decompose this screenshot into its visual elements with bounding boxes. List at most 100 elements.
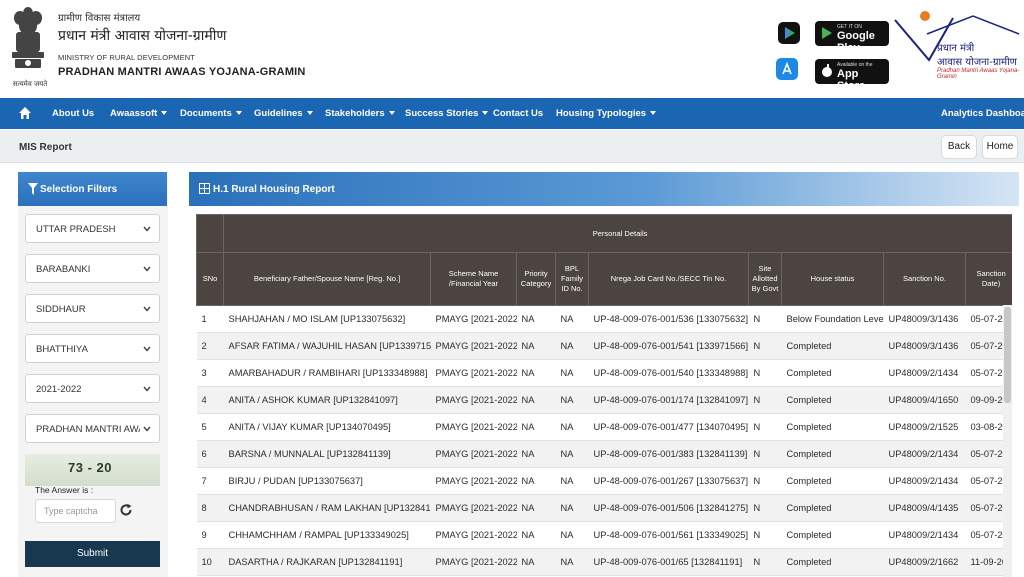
table-cell: UP-48-009-076-001/477 [134070495]	[588, 413, 749, 441]
chevron-down-icon	[143, 266, 151, 272]
table-cell: Completed	[781, 521, 884, 549]
block-select[interactable]: SIDDHAUR	[25, 294, 160, 323]
table-row: 6 BARSNA / MUNNALAL [UP132841139] PMAYG [2…	[196, 440, 1012, 468]
column-header: House status	[781, 252, 884, 306]
table-scrollbar[interactable]	[1003, 305, 1012, 577]
nav-awaassoft[interactable]: Awaassoft	[110, 108, 168, 119]
chevron-down-icon	[650, 111, 657, 116]
group-header-personal-details: Personal Details	[222, 214, 1012, 253]
table-cell: PMAYG [2021-2022]	[430, 305, 517, 333]
table-cell: PMAYG [2021-2022]	[430, 521, 517, 549]
table-cell: 4	[196, 386, 224, 414]
captcha-image: 73 - 20	[25, 454, 160, 486]
table-cell: UP48009/2/1434	[883, 440, 966, 468]
scheme-select[interactable]: PRADHAN MANTRI AWAAS YOJANA	[25, 414, 160, 443]
table-cell: NA	[555, 548, 589, 576]
google-play-icon[interactable]	[778, 22, 800, 44]
table-cell: BARSNA / MUNNALAL [UP132841139]	[223, 440, 431, 468]
village-select[interactable]: BHATTHIYA	[25, 334, 160, 363]
table-cell: 5	[196, 413, 224, 441]
rural-housing-table: Personal Details SNo Beneficiary Father/S…	[196, 214, 1012, 576]
district-select[interactable]: BARABANKI	[25, 254, 160, 283]
nav-housing-typologies[interactable]: Housing Typologies	[556, 108, 657, 119]
table-row: 4 ANITA / ASHOK KUMAR [UP132841097] PMAYG …	[196, 386, 1012, 414]
table-cell: 6	[196, 440, 224, 468]
table-cell: NA	[516, 548, 556, 576]
column-header: Priority Category	[516, 252, 556, 306]
state-select[interactable]: UTTAR PRADESH	[25, 214, 160, 243]
table-cell: Completed	[781, 548, 884, 576]
chevron-down-icon	[306, 111, 313, 116]
table-cell: 9	[196, 521, 224, 549]
table-cell: ANITA / VIJAY KUMAR [UP134070495]	[223, 413, 431, 441]
submit-button[interactable]: Submit	[25, 541, 160, 567]
table-cell: N	[748, 305, 782, 333]
app-store-icon[interactable]	[776, 58, 798, 80]
emblem-motto: सत्यमेव जयते	[12, 80, 48, 88]
financial-year-select[interactable]: 2021-2022	[25, 374, 160, 403]
table-cell: NA	[516, 440, 556, 468]
app-store-badge[interactable]: Available on the App Store	[815, 59, 889, 92]
table-cell: 3	[196, 359, 224, 387]
table-cell: NA	[555, 386, 589, 414]
nav-about-us[interactable]: About Us	[52, 108, 95, 119]
nav-stakeholders[interactable]: Stakeholders	[325, 108, 395, 119]
site-header: सत्यमेव जयते ग्रामीण विकास मंत्रालय प्रध…	[0, 0, 1024, 98]
table-cell: SHAHJAHAN / MO ISLAM [UP133075632]	[223, 305, 431, 333]
chevron-down-icon	[143, 426, 151, 432]
home-icon[interactable]	[18, 106, 32, 120]
chevron-down-icon	[143, 386, 151, 392]
table-cell: NA	[516, 386, 556, 414]
captcha-input[interactable]: Type captcha	[35, 499, 116, 523]
table-cell: NA	[555, 494, 589, 522]
answer-label: The Answer is :	[35, 485, 94, 495]
table-cell: DASARTHA / RAJKARAN [UP132841191]	[223, 548, 431, 576]
home-button[interactable]: Home	[982, 135, 1018, 159]
table-cell: UP48009/2/1434	[883, 521, 966, 549]
table-cell: PMAYG [2021-2022]	[430, 467, 517, 495]
table-cell: NA	[555, 521, 589, 549]
table-row: 5 ANITA / VIJAY KUMAR [UP134070495] PMAYG …	[196, 413, 1012, 441]
captcha-text: 73 - 20	[68, 460, 112, 475]
chevron-down-icon	[482, 111, 489, 116]
back-button[interactable]: Back	[941, 135, 977, 159]
table-cell: NA	[516, 359, 556, 387]
nav-success-stories[interactable]: Success Stories	[405, 108, 489, 119]
table-cell: CHANDRABHUSAN / RAM LAKHAN [UP132841275]	[223, 494, 431, 522]
table-cell: UP-48-009-076-001/65 [132841191]	[588, 548, 749, 576]
table-cell: PMAYG [2021-2022]	[430, 440, 517, 468]
grid-icon	[199, 183, 210, 194]
table-cell: Completed	[781, 467, 884, 495]
table-cell: NA	[555, 332, 589, 360]
table-cell: AMARBAHADUR / RAMBIHARI [UP133348988]	[223, 359, 431, 387]
google-play-logo-icon	[822, 27, 832, 39]
table-cell: NA	[516, 332, 556, 360]
filter-icon	[28, 183, 38, 195]
table-cell: UP-48-009-076-001/506 [132841275]	[588, 494, 749, 522]
table-cell: UP-48-009-076-001/383 [132841139]	[588, 440, 749, 468]
refresh-icon[interactable]	[119, 503, 133, 517]
table-cell: N	[748, 467, 782, 495]
table-cell: UP48009/2/1525	[883, 413, 966, 441]
nav-guidelines[interactable]: Guidelines	[254, 108, 313, 119]
table-cell: 8	[196, 494, 224, 522]
google-play-badge[interactable]: GET IT ON Google Play	[815, 21, 889, 54]
table-row: 3 AMARBAHADUR / RAMBIHARI [UP133348988] PM…	[196, 359, 1012, 387]
table-cell: Completed	[781, 440, 884, 468]
table-cell: NA	[516, 467, 556, 495]
scrollbar-thumb[interactable]	[1004, 307, 1011, 403]
breadcrumb: MIS Report Back Home	[0, 130, 1024, 163]
ministry-name: MINISTRY OF RURAL DEVELOPMENT	[58, 53, 195, 62]
scheme-name: PRADHAN MANTRI AWAAS YOJANA-GRAMIN	[58, 66, 306, 78]
table-cell: UP-48-009-076-001/174 [132841097]	[588, 386, 749, 414]
table-cell: PMAYG [2021-2022]	[430, 332, 517, 360]
table-cell: AFSAR FATIMA / WAJUHIL HASAN [UP13397156…	[223, 332, 431, 360]
pmayg-logo: प्रधान मंत्री आवास योजना-ग्रामीण Pradhan…	[893, 10, 1021, 85]
table-cell: Completed	[781, 413, 884, 441]
table-row: 9 CHHAMCHHAM / RAMPAL [UP133349025] PMAYG …	[196, 521, 1012, 549]
nav-documents[interactable]: Documents	[180, 108, 242, 119]
nav-analytics-dashboard[interactable]: Analytics Dashboard	[941, 108, 1024, 119]
nav-contact-us[interactable]: Contact Us	[493, 108, 544, 119]
pmayg-house-icon	[894, 11, 1020, 62]
table-cell: NA	[555, 359, 589, 387]
